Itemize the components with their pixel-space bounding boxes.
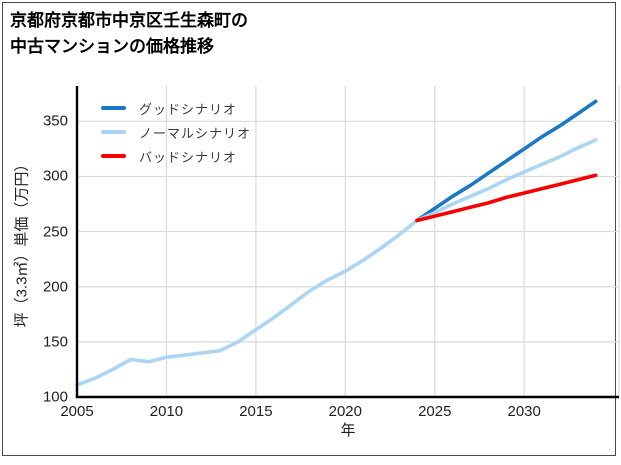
x-tick-label: 2010 <box>149 403 184 420</box>
series-historical-and-normal-forecast <box>75 138 598 387</box>
legend-item-normal-scenario: ノーマルシナリオ <box>101 120 251 144</box>
legend-swatch-bad-icon <box>101 154 126 158</box>
chart-title-line2: 中古マンションの価格推移 <box>10 37 214 56</box>
y-tick-label: 100 <box>42 388 68 406</box>
x-tick-label: 2030 <box>507 403 541 420</box>
series-bad-scenario-forecast <box>415 173 598 223</box>
chart-title: 京都府京都市中京区壬生森町の 中古マンションの価格推移 <box>10 8 248 60</box>
x-tick-label: 2015 <box>239 403 273 420</box>
y-tick-label: 250 <box>42 223 68 241</box>
y-tick-label: 350 <box>42 112 68 130</box>
legend-item-bad-scenario: バッドシナリオ <box>101 144 251 168</box>
legend: グッドシナリオ ノーマルシナリオ バッドシナリオ <box>101 96 251 168</box>
y-tick-label: 150 <box>42 333 68 351</box>
series-good-scenario-forecast <box>415 99 598 223</box>
legend-label: バッドシナリオ <box>139 149 238 165</box>
legend-label: グッドシナリオ <box>139 101 238 117</box>
y-axis-label: 坪（3.3㎡）単価（万円） <box>13 156 31 328</box>
x-axis-label: 年 <box>340 422 356 439</box>
chart-title-line1: 京都府京都市中京区壬生森町の <box>10 11 248 30</box>
legend-swatch-normal-icon <box>101 130 126 134</box>
x-tick-label: 2025 <box>418 403 452 420</box>
y-tick-label: 300 <box>42 167 68 185</box>
legend-label: ノーマルシナリオ <box>139 125 252 141</box>
y-tick-label: 200 <box>42 278 68 296</box>
legend-swatch-good-icon <box>101 106 126 110</box>
legend-item-good-scenario: グッドシナリオ <box>101 96 251 120</box>
x-tick-label: 2020 <box>328 403 362 420</box>
x-tick-label: 2005 <box>60 403 94 420</box>
